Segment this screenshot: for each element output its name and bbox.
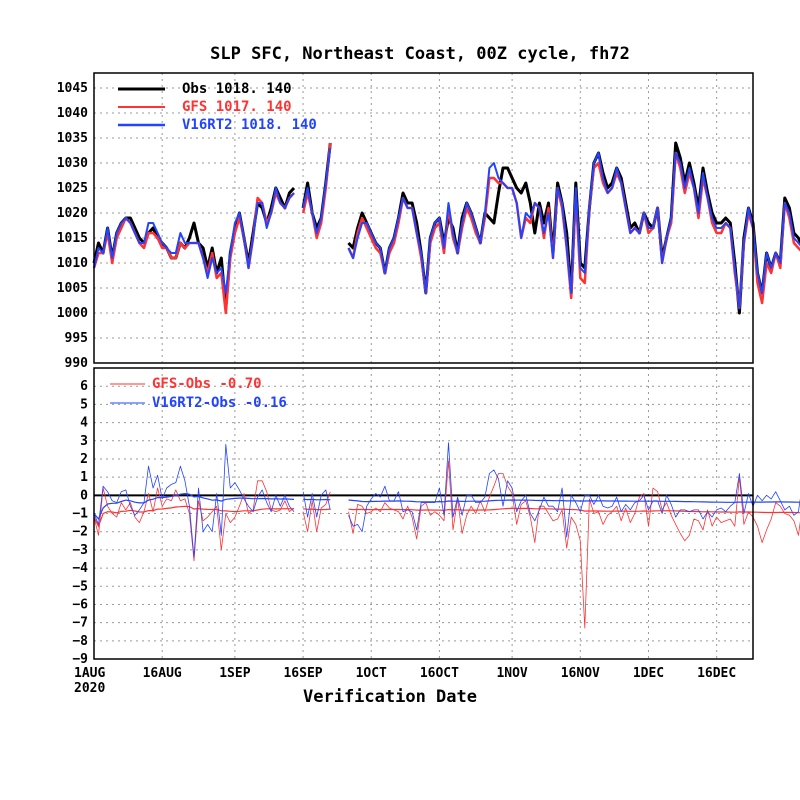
- difference-series: [93, 442, 800, 629]
- pressure-series-line-v16rt2: [93, 147, 800, 309]
- x-tick-label: 1OCT: [356, 666, 387, 681]
- difference-y-tick-label: −7: [72, 616, 88, 631]
- pressure-series: [92, 141, 800, 315]
- difference-y-tick-label: −8: [72, 634, 88, 649]
- difference-y-tick-label: 6: [80, 379, 88, 394]
- difference-series-line-gfs-obs: [93, 460, 800, 629]
- x-tick-label: 1AUG: [74, 666, 105, 681]
- x-axis-label: Verification Date: [303, 687, 477, 707]
- pressure-grid: [93, 73, 753, 364]
- pressure-y-tick-label: 1020: [57, 206, 88, 221]
- x-tick-label: 16OCT: [420, 666, 459, 681]
- difference-y-tick-label: 0: [80, 488, 88, 503]
- x-tick-label: 16DEC: [697, 666, 736, 681]
- x-tick-label: 1DEC: [633, 666, 664, 681]
- difference-y-tick-label: 4: [80, 416, 88, 431]
- x-tick-label: 1SEP: [219, 666, 250, 681]
- pressure-legend-entry: Obs 1018. 140: [182, 81, 292, 97]
- difference-y-tick-label: −1: [72, 507, 88, 522]
- x-tick-label: 16NOV: [561, 666, 600, 681]
- difference-plot-frame: [93, 367, 754, 660]
- difference-legend: GFS-Obs -0.70 V16RT2-Obs -0.16: [110, 376, 287, 411]
- pressure-y-tick-label: 1040: [57, 106, 88, 121]
- x-year-label: 2020: [74, 681, 105, 696]
- pressure-y-tick-label: 1015: [57, 231, 88, 246]
- difference-y-tick-label: 3: [80, 434, 88, 449]
- pressure-y-tick-label: 1035: [57, 131, 88, 146]
- pressure-y-tick-label: 995: [65, 331, 88, 346]
- x-tick-labels: 1AUG 16AUG 1SEP 16SEP 1OCT 16OCT 1NOV 16NOV 1DEC…: [74, 666, 736, 681]
- pressure-legend-entry: V16RT2 1018. 140: [182, 117, 317, 133]
- difference-y-tick-label: −6: [72, 597, 88, 612]
- pressure-y-tick-label: 1010: [57, 256, 88, 271]
- difference-y-tick-label: 1: [80, 470, 88, 485]
- difference-running-mean-v16rt2-obs: [93, 492, 800, 521]
- difference-series-line-v16rt2-obs: [93, 442, 800, 558]
- x-tick-label: 16AUG: [143, 666, 182, 681]
- difference-panel: −9 −8 −7 −6 −5 −4 −3 −2 −1 0 1 2 3 4 5 6 GFS-Obs -0.70 V…: [72, 367, 800, 667]
- pressure-panel: 990 995 1000 1005 1010 1015 1020 1025 1030 1035 10…: [57, 72, 800, 371]
- difference-y-tick-label: −4: [72, 561, 88, 576]
- pressure-y-tick-label: 1030: [57, 156, 88, 171]
- x-tick-label: 1NOV: [496, 666, 527, 681]
- pressure-y-tick-label: 1000: [57, 306, 88, 321]
- difference-legend-entry: GFS-Obs -0.70: [152, 376, 262, 392]
- pressure-plot-frame: [93, 72, 754, 364]
- pressure-legend-entry: GFS 1017. 140: [182, 99, 292, 115]
- pressure-y-tick-label: 1045: [57, 81, 88, 96]
- difference-y-tick-label: −2: [72, 525, 88, 540]
- difference-y-tick-label: 2: [80, 452, 88, 467]
- pressure-y-tick-labels: 990 995 1000 1005 1010 1015 1020 1025 1030 1035 10…: [57, 81, 88, 371]
- difference-y-tick-label: 5: [80, 397, 88, 412]
- difference-y-tick-labels: −9 −8 −7 −6 −5 −4 −3 −2 −1 0 1 2 3 4 5 6: [72, 379, 88, 667]
- pressure-legend: Obs 1018. 140 GFS 1017. 140 V16RT2 1018. 1…: [118, 81, 317, 133]
- difference-y-tick-label: −3: [72, 543, 88, 558]
- difference-y-tick-label: −5: [72, 579, 88, 594]
- difference-running-mean-gfs-obs: [93, 505, 800, 528]
- pressure-y-tick-label: 990: [65, 356, 89, 371]
- pressure-y-tick-label: 1005: [57, 281, 88, 296]
- difference-y-tick-label: −9: [72, 652, 88, 667]
- pressure-y-tick-label: 1025: [57, 181, 88, 196]
- x-tick-label: 16SEP: [283, 666, 322, 681]
- difference-legend-entry: V16RT2-Obs -0.16: [152, 395, 287, 411]
- difference-grid: [93, 368, 753, 660]
- chart-title: SLP SFC, Northeast Coast, 00Z cycle, fh7…: [210, 44, 630, 64]
